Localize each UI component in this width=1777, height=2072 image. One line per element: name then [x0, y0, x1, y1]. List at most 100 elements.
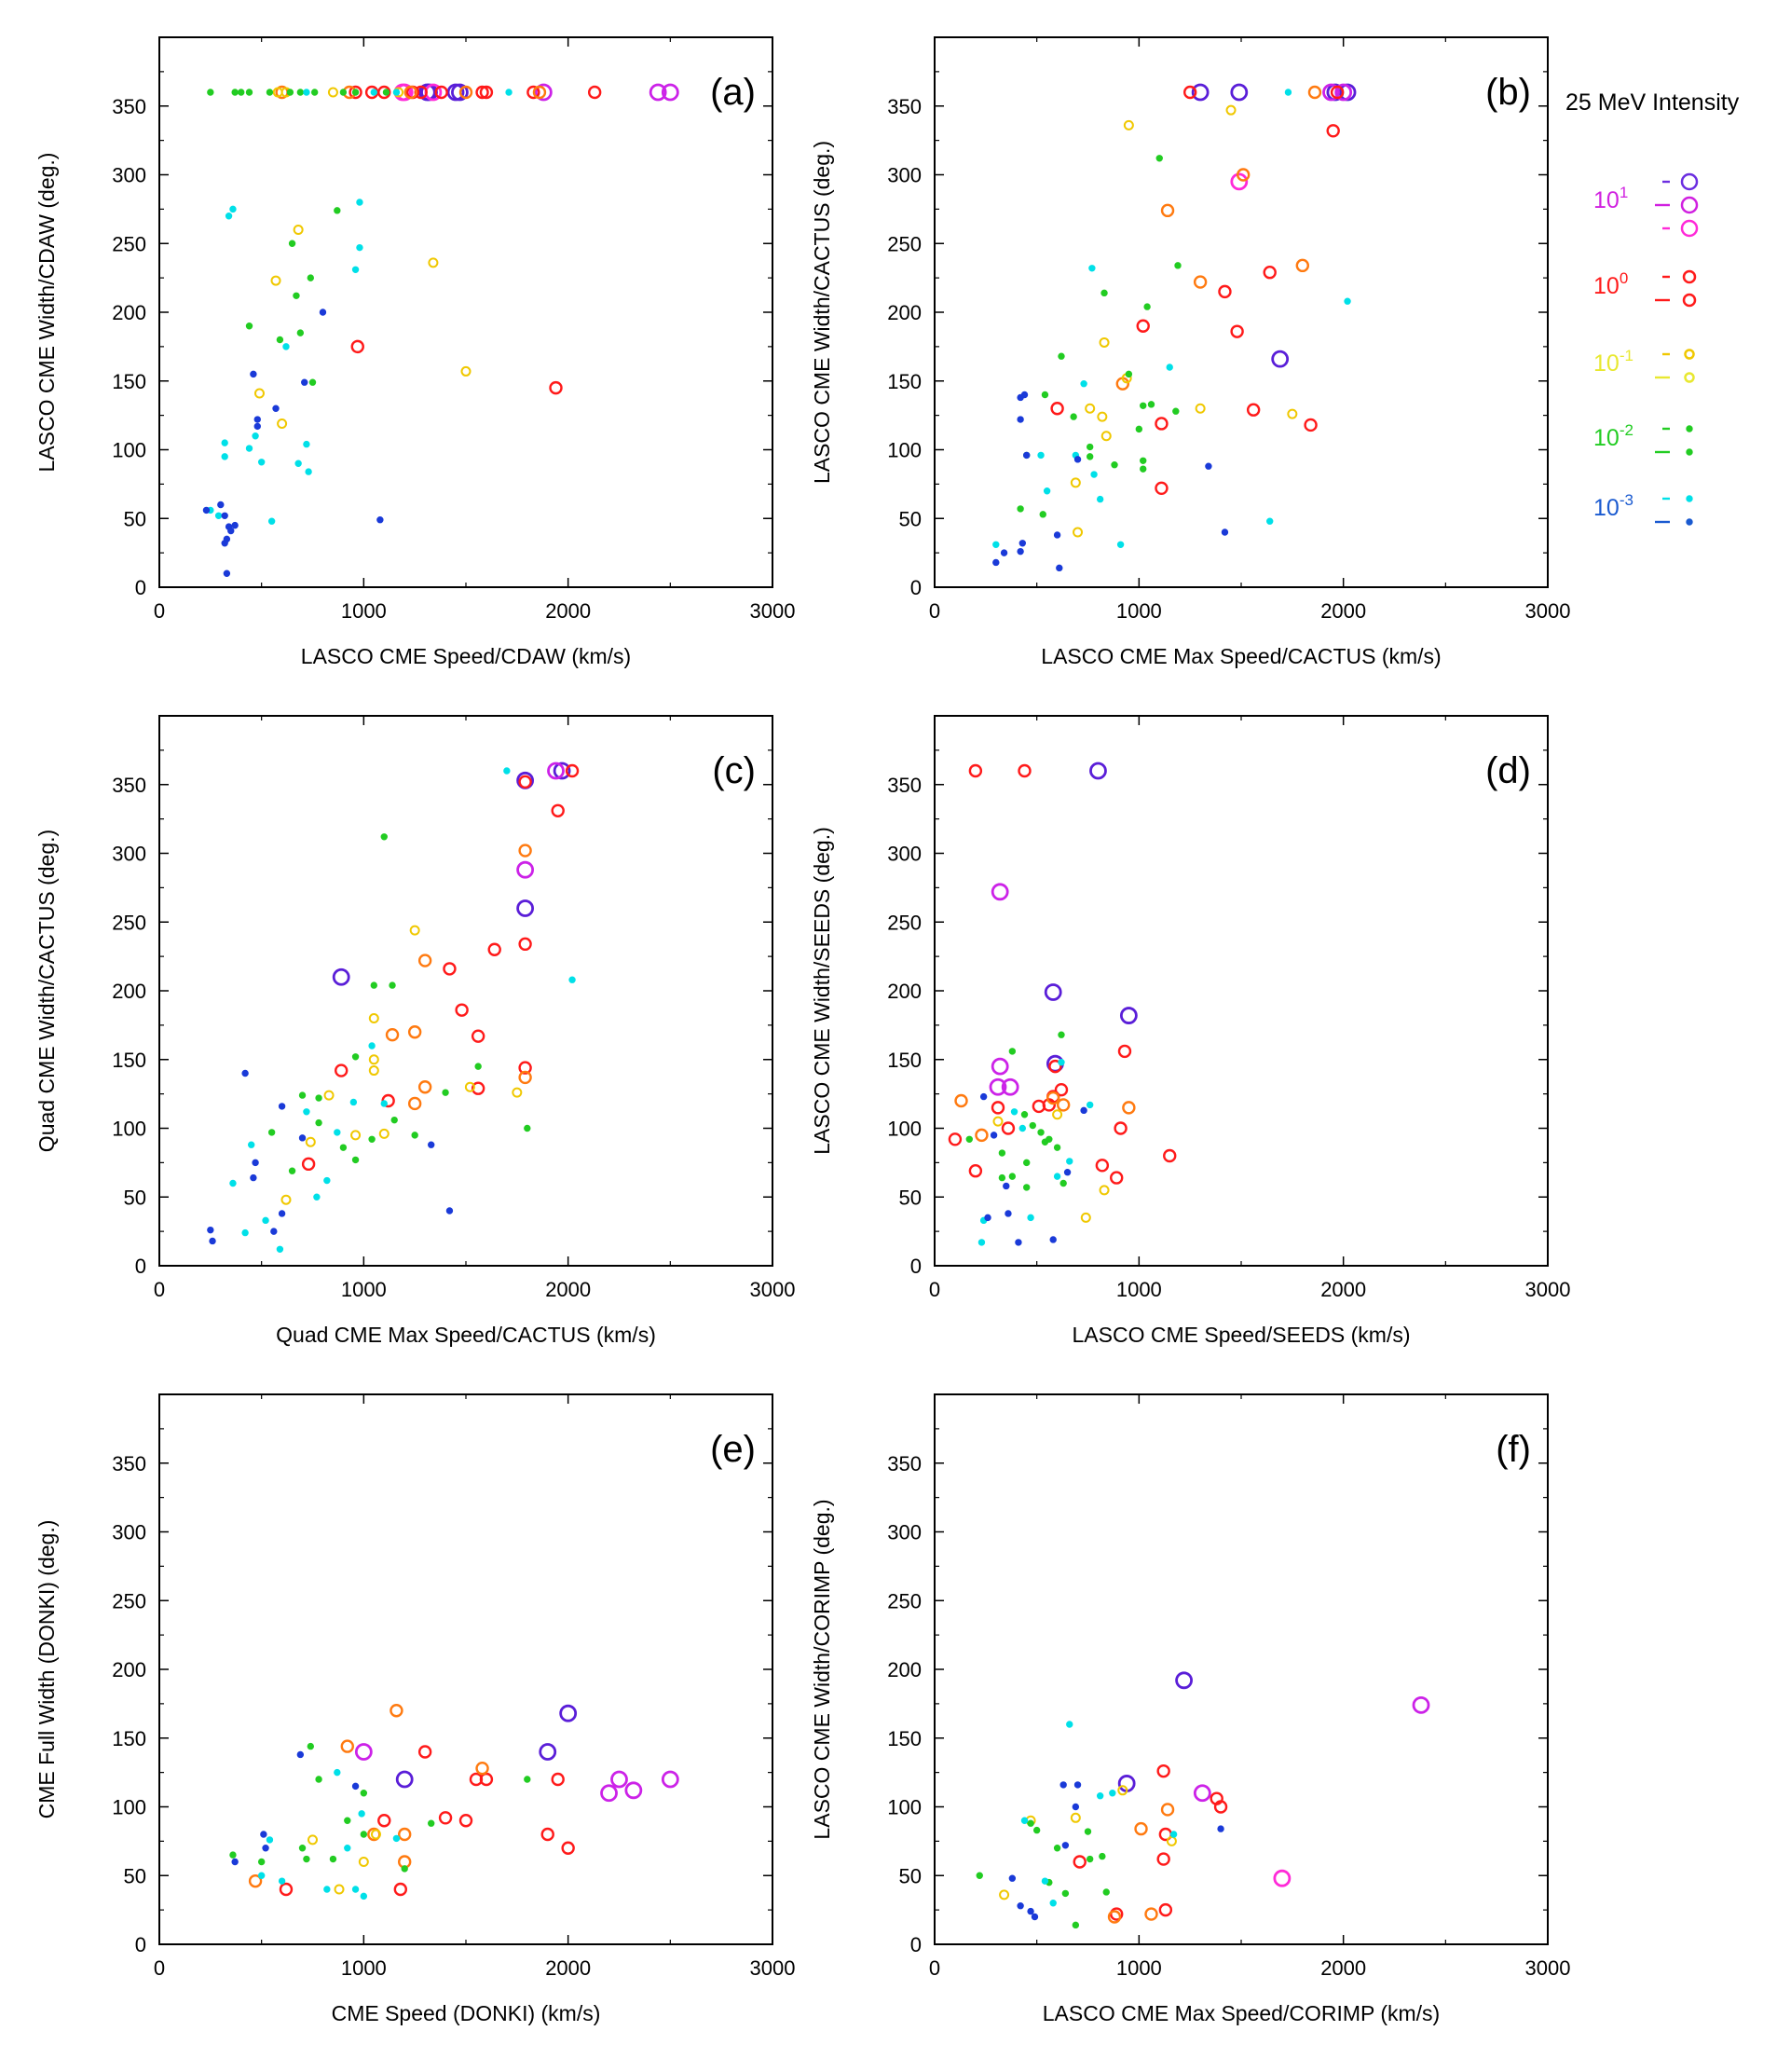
y-tick-label: 50 — [124, 1186, 146, 1209]
data-point — [1073, 1781, 1082, 1789]
data-point — [417, 1080, 432, 1094]
data-point — [409, 925, 420, 936]
data-point — [221, 453, 228, 460]
data-point — [1017, 1902, 1024, 1910]
data-point — [1018, 1124, 1027, 1132]
y-tick-label: 300 — [112, 843, 146, 866]
data-point — [267, 1129, 276, 1136]
data-point — [225, 213, 233, 220]
data-point — [308, 378, 317, 386]
data-point — [991, 883, 1009, 901]
legend-marker — [1680, 219, 1699, 238]
data-point — [1023, 1159, 1031, 1167]
data-point — [1160, 1803, 1175, 1817]
data-point — [390, 1116, 398, 1124]
y-tick-label: 50 — [899, 1864, 922, 1887]
data-point — [434, 85, 448, 100]
y-tick-label: 100 — [112, 1796, 146, 1819]
legend-marker — [1686, 425, 1693, 432]
legend-exponent: -2 — [1620, 421, 1633, 439]
y-tick-label: 200 — [887, 301, 922, 324]
x-tick-label: 3000 — [1525, 1278, 1571, 1301]
data-point — [217, 501, 225, 509]
data-point — [349, 85, 362, 100]
data-point — [329, 1855, 337, 1863]
data-point — [334, 1129, 341, 1136]
data-point — [358, 1857, 369, 1867]
data-point — [335, 1063, 349, 1077]
data-point — [298, 1134, 307, 1142]
data-point — [1080, 1212, 1091, 1223]
y-axis-label: Quad CME Width/CACTUS (deg.) — [34, 830, 59, 1152]
data-point — [518, 1070, 532, 1085]
y-tick-label: 300 — [112, 1521, 146, 1544]
data-point — [516, 899, 535, 917]
data-point — [991, 1101, 1005, 1115]
data-point — [1058, 352, 1065, 360]
data-point — [351, 1782, 360, 1791]
data-point — [977, 1239, 986, 1246]
data-point — [524, 1124, 531, 1132]
data-point — [1143, 303, 1151, 310]
x-tick-label: 0 — [929, 1278, 940, 1301]
data-point — [389, 981, 396, 989]
data-point — [392, 1834, 401, 1843]
y-tick-label: 50 — [124, 507, 146, 530]
data-point — [475, 85, 489, 100]
y-tick-label: 350 — [887, 774, 922, 797]
data-point — [323, 1176, 331, 1185]
data-point — [238, 89, 245, 96]
data-point — [568, 976, 576, 983]
y-tick-label: 150 — [887, 1049, 922, 1072]
data-point — [505, 89, 513, 96]
data-point — [1193, 1784, 1211, 1803]
data-point — [417, 954, 432, 967]
data-point — [351, 266, 360, 273]
data-point — [1020, 1817, 1029, 1824]
data-point — [398, 1827, 412, 1842]
data-point — [446, 83, 465, 102]
data-point — [948, 1132, 963, 1146]
x-tick-label: 3000 — [750, 1278, 796, 1301]
y-tick-label: 100 — [887, 1796, 922, 1819]
data-point — [1140, 402, 1147, 409]
data-point — [1182, 85, 1197, 100]
data-point — [1049, 1900, 1057, 1907]
y-tick-label: 50 — [899, 507, 922, 530]
data-point — [378, 1128, 390, 1139]
data-point — [370, 1829, 381, 1840]
y-tick-label: 250 — [887, 1589, 922, 1612]
data-point — [1119, 1007, 1138, 1024]
data-point — [1230, 172, 1249, 191]
data-point — [257, 1858, 266, 1866]
data-point — [250, 370, 257, 378]
y-tick-label: 350 — [112, 95, 146, 118]
x-tick-label: 1000 — [1116, 1278, 1162, 1301]
data-point — [1334, 83, 1353, 102]
data-point — [313, 1193, 321, 1201]
data-point — [1140, 457, 1147, 464]
data-point — [1193, 275, 1208, 289]
data-point — [1070, 1812, 1081, 1823]
y-tick-label: 0 — [135, 1933, 146, 1956]
data-point — [1155, 155, 1163, 162]
data-point — [296, 89, 305, 96]
data-point — [1326, 124, 1340, 138]
data-point — [293, 292, 300, 299]
data-point — [253, 422, 261, 431]
data-point — [270, 275, 281, 286]
panel-label: (f) — [1496, 1429, 1531, 1470]
data-point — [1017, 393, 1024, 402]
y-tick-label: 200 — [887, 980, 922, 1003]
legend-exponent: -3 — [1620, 491, 1633, 509]
data-point — [1230, 83, 1249, 102]
data-point — [1086, 1101, 1094, 1109]
data-point — [1061, 1842, 1070, 1849]
x-axis-label: LASCO CME Speed/SEEDS (km/s) — [1073, 1323, 1411, 1347]
data-point — [376, 516, 384, 524]
legend-marker — [1682, 293, 1697, 308]
data-point — [547, 762, 565, 780]
